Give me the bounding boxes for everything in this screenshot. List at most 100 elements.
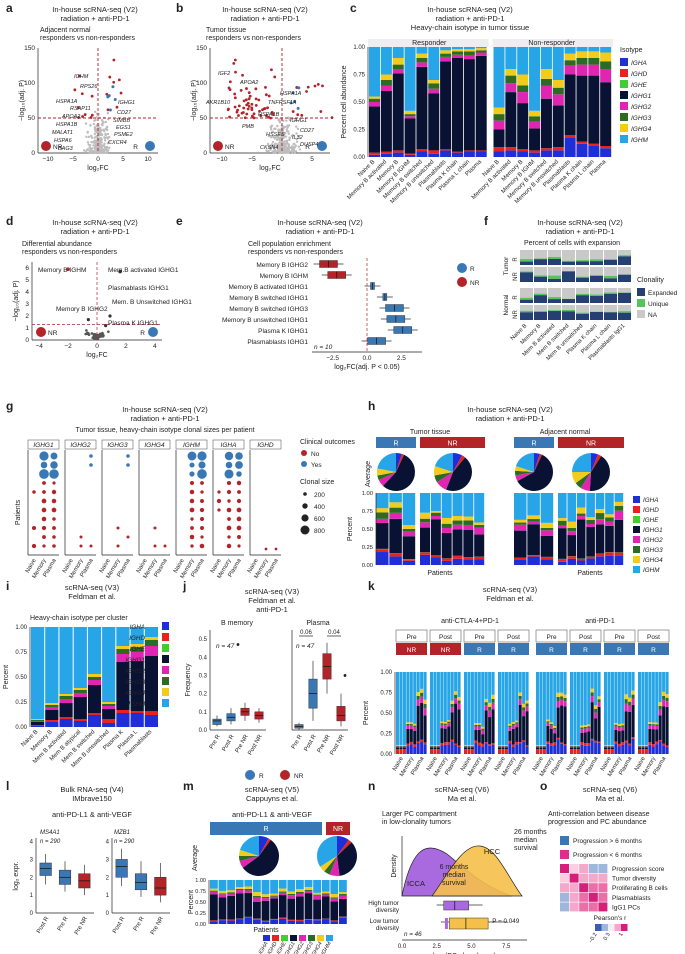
panel-g-dot-yes (198, 461, 206, 469)
panel-i-bar-seg-IGHA (144, 715, 158, 727)
panel-k-bar-seg-IGHM (413, 672, 417, 724)
panel-k-bar-seg-IGHD (553, 742, 557, 746)
panel-a-r-label: R (133, 144, 138, 151)
panel-m-patient-bar-seg-IGHD (210, 920, 218, 922)
panel-k-bar-seg-IGHG2 (638, 746, 642, 748)
panel-i-bar-seg-IGHG1 (59, 703, 73, 717)
panel-k-bar-seg-IGHD (621, 742, 625, 745)
panel-f-seg-unique (534, 275, 547, 277)
panel-k-bar-seg-IGHA (399, 753, 403, 754)
panel-k-bar-seg-IGHA (651, 746, 655, 754)
panel-a-ytick: 100 (24, 80, 35, 87)
panel-h-patient-bar-seg-IGHG3 (463, 520, 474, 525)
panel-j-pval: 0.06 (300, 630, 312, 636)
panel-k-bar-seg-IGHG2 (436, 746, 440, 748)
panel-b-point-ns (277, 130, 280, 133)
panel-f-seg-na (576, 250, 589, 261)
panel-k-bar-seg-IGHG4 (470, 744, 474, 746)
panel-h-patient-bar-seg-IGHG2 (389, 512, 402, 519)
panel-k-bar-seg-IGHA (536, 753, 540, 754)
panel-m-patient-bar-seg-IGHM (261, 880, 270, 895)
panel-a-point-sig (90, 94, 94, 98)
panel-f-seg-na (534, 267, 547, 276)
panel-d-label: Memory B IGHM (38, 267, 86, 274)
panel-g-dot-no (89, 544, 93, 548)
panel-k-bar-seg-IGHG4 (604, 744, 608, 746)
panel-m-patient-bar-seg-IGHG3 (244, 888, 253, 891)
panel-b-point-ns (266, 142, 270, 146)
panel-a-point-sig (90, 113, 94, 117)
panel-k-bar-seg-IGHG4 (560, 692, 564, 697)
panel-i-bar-seg-IGHG2 (31, 721, 45, 722)
panel-h-patient-bar-seg-IGHG3 (376, 512, 389, 519)
panel-k-bar-seg-IGHG4 (549, 722, 553, 724)
panel-o-legend-lt6-label: Progression < 6 months (573, 852, 643, 859)
panel-k-bar-seg-IGHG2 (474, 726, 478, 730)
panel-k-bar-seg-IGHA (467, 753, 471, 754)
panel-h-patient-bar-seg-IGHG2 (614, 510, 624, 520)
panel-k-bar-seg-IGHM (542, 672, 546, 745)
panel-k-bar-seg-IGHG1 (467, 747, 471, 750)
panel-m-pie-nr-slice-IGHA (337, 836, 349, 856)
panel-k-bar-seg-IGHA (436, 753, 440, 754)
panel-d-point-ns (93, 336, 97, 340)
panel-k-bar-seg-IGHG3 (522, 707, 526, 711)
panel-k-bar-seg-IGHG2 (621, 726, 625, 731)
panel-o-cell (598, 892, 608, 902)
panel-k-bar-seg-IGHG3 (501, 745, 505, 747)
panel-g-facet-label: IGHG3 (107, 442, 128, 449)
panel-a-point-ns (92, 149, 96, 153)
panel-a-point-sig (76, 106, 80, 109)
panel-k-banner-label: R (651, 647, 656, 654)
panel-i-bar-seg-IGHD (59, 717, 73, 719)
panel-f-seg-expanded (520, 272, 533, 282)
panel-o-colorbar-tick: 0.3 (603, 932, 612, 942)
panel-m-patient-bar-seg-IGHM (235, 880, 244, 888)
panel-e-nr-label: NR (470, 280, 480, 287)
panel-k-bar-seg-IGHA (621, 744, 625, 754)
panel-a-point-ns (90, 147, 94, 150)
panel-k-bar-seg-IGHG3 (491, 698, 495, 703)
panel-c-legend-swatch (620, 124, 628, 132)
panel-o-cell (598, 883, 608, 893)
panel-c-responder-bar-seg-IGHG4 (404, 110, 416, 115)
panel-b-point-ns (285, 139, 289, 143)
panel-k-bar-seg-IGHA (498, 753, 502, 754)
panel-k-bar-seg-IGHG2 (583, 728, 587, 733)
panel-h-banner-label: R (531, 441, 536, 448)
panel-m-pie-r-slice-IGHG4 (239, 849, 259, 856)
panel-m-patient-bar-seg-IGHD (235, 918, 244, 920)
panel-a-point-ns (93, 136, 96, 139)
panel-m-patient-bar-seg-IGHA (210, 921, 218, 924)
panel-c-ytick: 0.75 (353, 73, 365, 79)
panel-c-responder-bar-seg-IGHM (451, 47, 463, 50)
panel-k-bar-seg-IGHG2 (420, 696, 424, 703)
panel-b-point-ns (273, 142, 277, 146)
panel-c-nonresponder-bar-seg-IGHG4 (529, 110, 541, 117)
panel-k-bar-seg-IGHD (399, 749, 403, 754)
panel-o-pearson-label: Pearson's r (594, 915, 628, 922)
panel-i-legend-swatch (162, 633, 169, 641)
panel-a-point-up (113, 97, 117, 101)
panel-k-bar-seg-IGHD (433, 749, 437, 754)
panel-d-r-label: R (140, 330, 145, 337)
panel-l-ytick: 3 (106, 857, 110, 863)
panel-h-patient-bar-seg-IGHG4 (376, 508, 389, 513)
panel-b-point-sig (228, 80, 232, 84)
panel-k-bar-seg-IGHG4 (447, 720, 451, 722)
panel-m-patient-bar-seg-IGHM (210, 880, 218, 889)
panel-m-patients-label: Patients (253, 927, 279, 934)
panel-g-dot-no (236, 480, 242, 486)
panel-b-point-ns (287, 130, 290, 133)
panel-h-pie-tumor-r-slice-IGHM (377, 453, 396, 472)
panel-i-bar-seg-IGHG4 (87, 674, 102, 677)
panel-e-nr-marker (457, 277, 467, 287)
panel-k-bar-seg-IGHA (662, 745, 666, 754)
panel-b-point-sig (300, 113, 304, 117)
panel-m-patient-bar-seg-IGHM (313, 880, 321, 893)
panel-a-point-ns (100, 132, 103, 136)
panel-c-facet-nonresponder-label: Non-responder (528, 40, 575, 47)
panel-c-nonresponder-bar-seg-IGHG1 (600, 82, 612, 146)
panel-m-patient-bar-seg-IGHG2 (227, 893, 235, 896)
panel-c-nonresponder-bar-seg-IGHA (505, 150, 517, 157)
